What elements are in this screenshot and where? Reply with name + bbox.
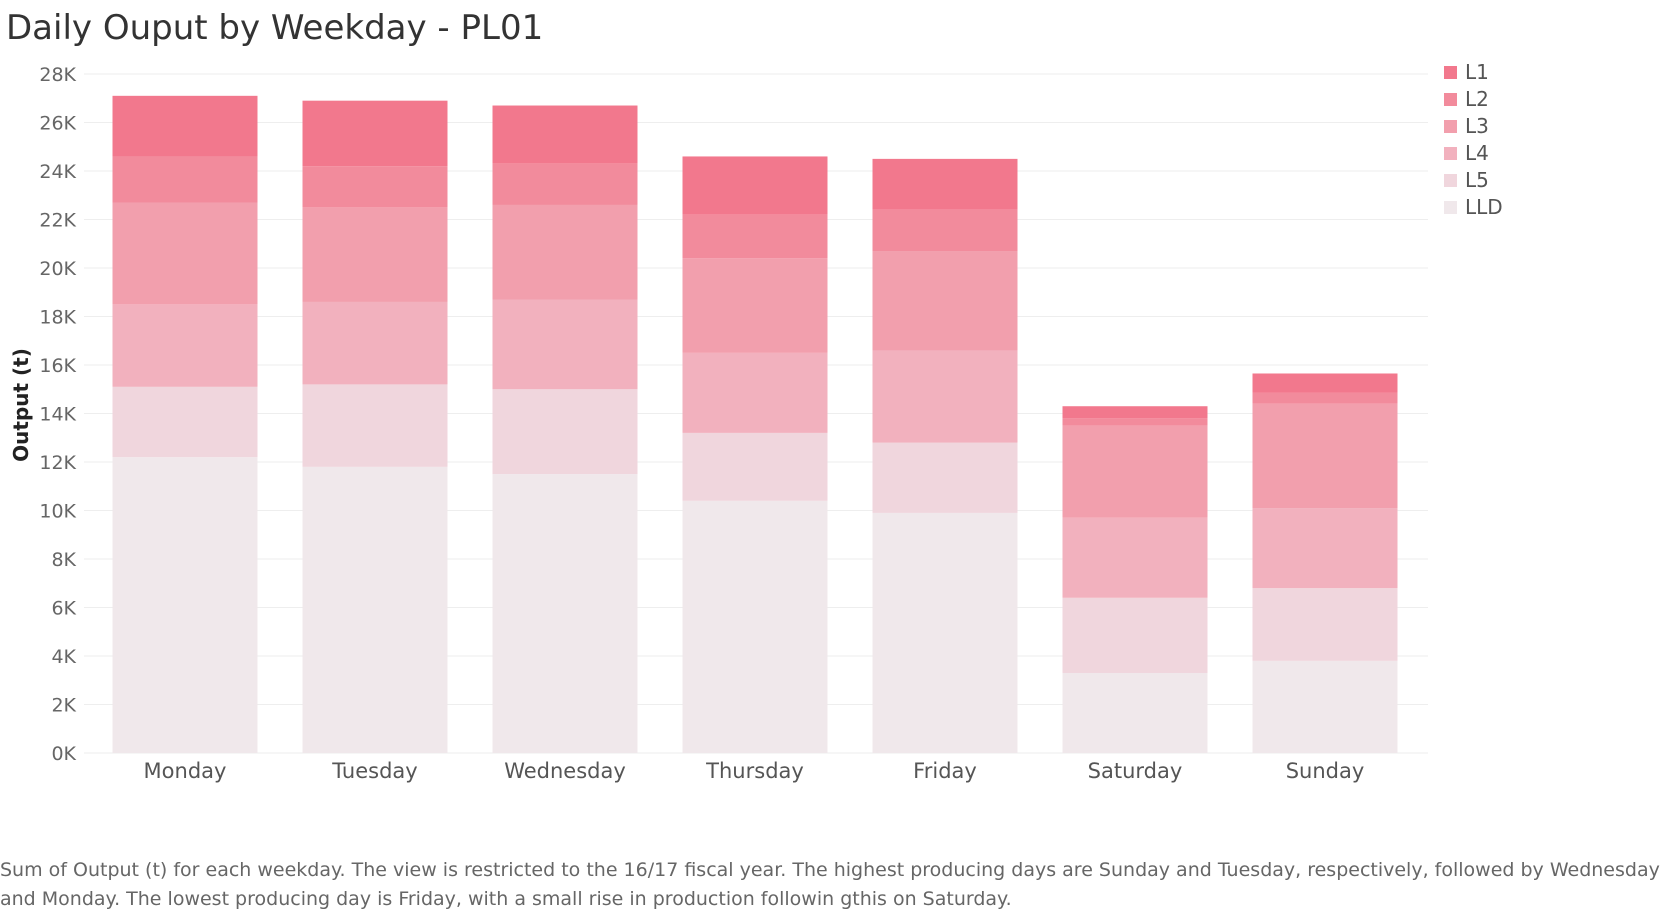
legend: L1 L2 L3 L4 L5 LLD xyxy=(1444,60,1503,219)
legend-label-l5[interactable]: L5 xyxy=(1465,168,1489,192)
y-tick-label: 16K xyxy=(39,355,76,377)
y-axis-label: Output (t) xyxy=(9,348,33,462)
legend-swatch-l4[interactable] xyxy=(1444,147,1457,160)
y-tick-label: 2K xyxy=(51,695,76,717)
x-axis-labels: Monday Tuesday Wednesday Thursday Friday Satu… xyxy=(144,759,1365,783)
y-tick-label: 8K xyxy=(51,549,76,571)
y-tick-label: 18K xyxy=(39,307,76,329)
legend-swatch-lld[interactable] xyxy=(1444,201,1457,214)
bar-segment-l5-thursday[interactable] xyxy=(682,432,828,501)
x-tick-label: Thursday xyxy=(705,759,804,783)
y-tick-label: 22K xyxy=(39,210,76,232)
bar-segment-lld-thursday[interactable] xyxy=(682,500,828,753)
bar-segment-l4-tuesday[interactable] xyxy=(302,301,448,385)
x-tick-label: Wednesday xyxy=(504,759,626,783)
bar-segment-l4-thursday[interactable] xyxy=(682,352,828,433)
x-tick-label: Monday xyxy=(144,759,227,783)
bar-segment-lld-sunday[interactable] xyxy=(1252,660,1398,753)
bar-segment-l5-wednesday[interactable] xyxy=(492,389,638,475)
bar-segment-l5-friday[interactable] xyxy=(872,442,1018,513)
bar-segment-l2-monday[interactable] xyxy=(112,156,258,203)
x-tick-label: Friday xyxy=(913,759,977,783)
chart-caption: Sum of Output (t) for each weekday. The … xyxy=(0,859,1660,910)
bar-segment-lld-saturday[interactable] xyxy=(1062,672,1208,753)
legend-swatch-l3[interactable] xyxy=(1444,120,1457,133)
bar-segment-l3-thursday[interactable] xyxy=(682,258,828,353)
y-tick-label: 20K xyxy=(39,258,76,280)
y-axis-ticks: 0K 2K 4K 6K 8K 10K 12K 14K 16K 18K 20K 22K 24K 26K 28K xyxy=(39,64,76,765)
legend-label-l1[interactable]: L1 xyxy=(1465,60,1489,84)
y-tick-label: 12K xyxy=(39,452,76,474)
y-tick-label: 10K xyxy=(39,501,76,523)
legend-label-lld[interactable]: LLD xyxy=(1465,195,1503,219)
y-tick-label: 6K xyxy=(51,598,76,620)
bar-segment-l2-wednesday[interactable] xyxy=(492,163,638,205)
bar-segment-l2-tuesday[interactable] xyxy=(302,166,448,208)
bar-segment-l4-wednesday[interactable] xyxy=(492,299,638,390)
bar-segment-l2-sunday[interactable] xyxy=(1252,392,1398,404)
bars xyxy=(112,95,1398,753)
bar-segment-l5-sunday[interactable] xyxy=(1252,588,1398,661)
bar-segment-l3-monday[interactable] xyxy=(112,202,258,305)
x-tick-label: Sunday xyxy=(1286,759,1365,783)
y-tick-label: 26K xyxy=(39,113,76,135)
y-tick-label: 0K xyxy=(51,743,76,765)
stacked-bar-chart: 0K 2K 4K 6K 8K 10K 12K 14K 16K 18K 20K 22K 24K 26K 28K… xyxy=(9,60,1503,783)
bar-segment-l2-saturday[interactable] xyxy=(1062,418,1208,426)
bar-segment-lld-monday[interactable] xyxy=(112,457,258,753)
bar-segment-l1-wednesday[interactable] xyxy=(492,105,638,164)
bar-segment-l3-tuesday[interactable] xyxy=(302,207,448,302)
bar-segment-l1-friday[interactable] xyxy=(872,158,1018,210)
bar-segment-l1-tuesday[interactable] xyxy=(302,100,448,167)
bar-segment-l5-tuesday[interactable] xyxy=(302,384,448,467)
bar-segment-lld-tuesday[interactable] xyxy=(302,466,448,753)
bar-segment-l1-saturday[interactable] xyxy=(1062,406,1208,419)
bar-segment-l1-sunday[interactable] xyxy=(1252,373,1398,393)
bar-segment-l2-thursday[interactable] xyxy=(682,214,828,259)
bar-segment-l3-saturday[interactable] xyxy=(1062,425,1208,518)
y-tick-label: 4K xyxy=(51,646,76,668)
bar-segment-l1-thursday[interactable] xyxy=(682,156,828,215)
chart-title: Daily Ouput by Weekday - PL01 xyxy=(6,8,544,48)
x-tick-label: Tuesday xyxy=(331,759,417,783)
bar-segment-l3-wednesday[interactable] xyxy=(492,204,638,300)
bar-segment-l2-friday[interactable] xyxy=(872,209,1018,252)
bar-segment-l4-saturday[interactable] xyxy=(1062,517,1208,598)
y-tick-label: 14K xyxy=(39,404,76,426)
bar-segment-l5-monday[interactable] xyxy=(112,386,258,458)
bar-segment-l4-friday[interactable] xyxy=(872,350,1018,443)
bar-segment-l3-friday[interactable] xyxy=(872,251,1018,351)
bar-segment-lld-friday[interactable] xyxy=(872,512,1018,753)
bar-segment-lld-wednesday[interactable] xyxy=(492,474,638,753)
legend-label-l4[interactable]: L4 xyxy=(1465,141,1489,165)
bar-segment-l3-sunday[interactable] xyxy=(1252,403,1398,509)
bar-segment-l5-saturday[interactable] xyxy=(1062,597,1208,673)
bar-segment-l1-monday[interactable] xyxy=(112,95,258,157)
bar-segment-l4-sunday[interactable] xyxy=(1252,508,1398,589)
x-tick-label: Saturday xyxy=(1088,759,1183,783)
legend-swatch-l2[interactable] xyxy=(1444,93,1457,106)
legend-label-l3[interactable]: L3 xyxy=(1465,114,1489,138)
legend-label-l2[interactable]: L2 xyxy=(1465,87,1489,111)
legend-swatch-l5[interactable] xyxy=(1444,174,1457,187)
y-tick-label: 24K xyxy=(39,161,76,183)
bar-segment-l4-monday[interactable] xyxy=(112,304,258,387)
legend-swatch-l1[interactable] xyxy=(1444,66,1457,79)
y-tick-label: 28K xyxy=(39,64,76,86)
